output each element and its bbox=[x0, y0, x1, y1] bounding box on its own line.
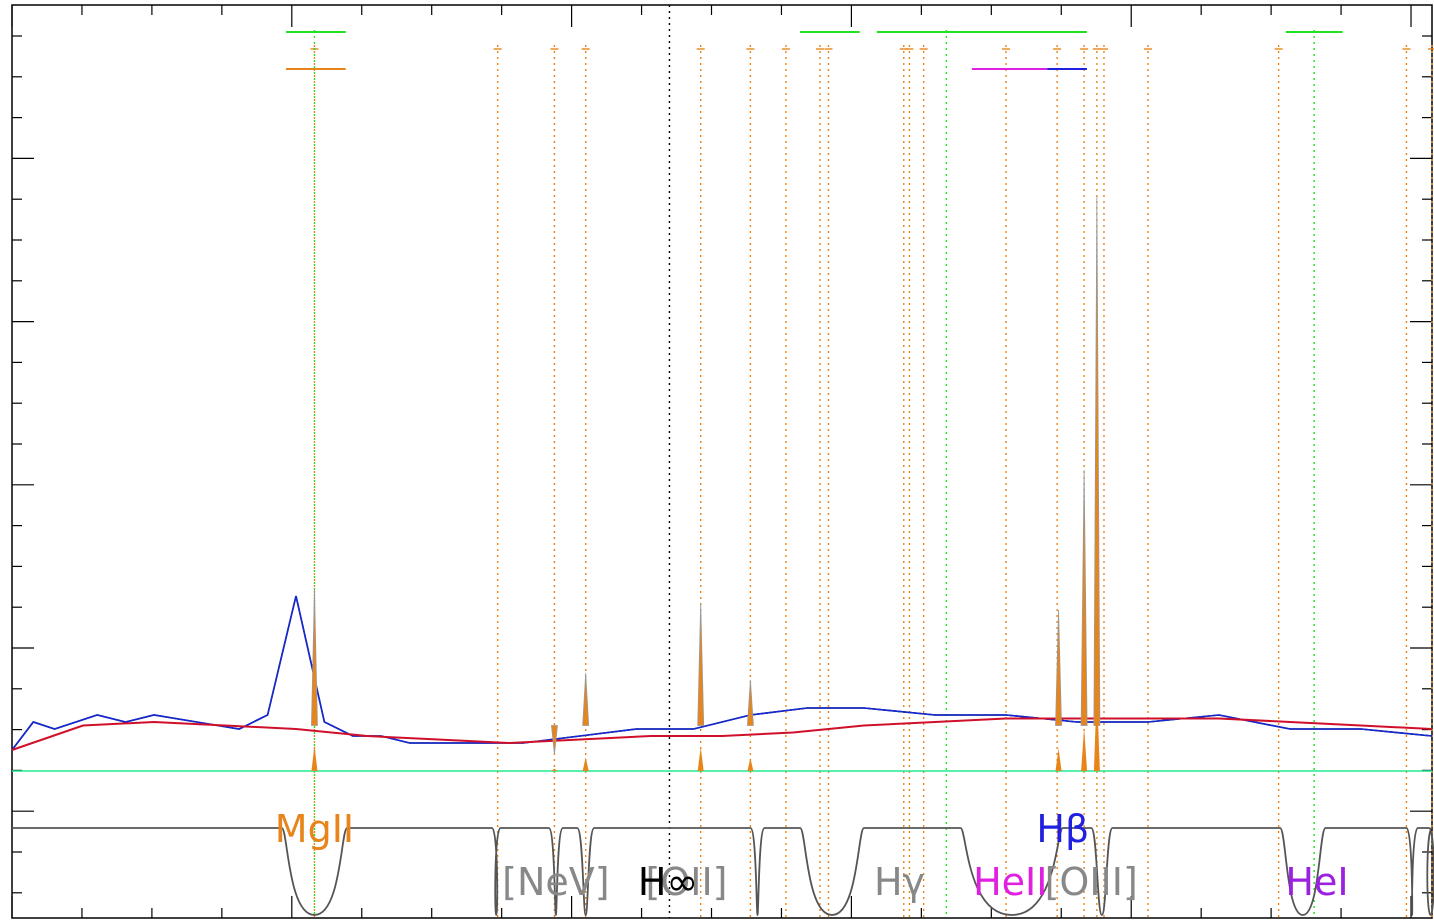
line-label: H∞ bbox=[638, 860, 698, 904]
emission-peak-component bbox=[551, 768, 558, 771]
emission-peak-component bbox=[1055, 748, 1062, 771]
line-label: MgII bbox=[275, 807, 354, 851]
emission-peak bbox=[550, 725, 558, 755]
emission-peak bbox=[1093, 196, 1101, 726]
plot-frame bbox=[11, 4, 1433, 919]
line-label: [NeV] bbox=[502, 860, 609, 904]
emission-peak bbox=[697, 602, 705, 726]
line-label: HeI bbox=[1285, 860, 1348, 904]
emission-peak-component bbox=[747, 758, 754, 771]
emission-peak-component bbox=[311, 745, 318, 771]
line-label: Hγ bbox=[874, 860, 925, 904]
emission-peak bbox=[582, 672, 590, 726]
series-model bbox=[11, 595, 1433, 751]
emission-peak-component bbox=[1081, 728, 1088, 771]
line-label: [OIII] bbox=[1045, 860, 1138, 904]
line-label: HeII bbox=[973, 860, 1047, 904]
emission-peak-component bbox=[697, 747, 704, 771]
emission-peak-component bbox=[1093, 689, 1100, 771]
series-continuum bbox=[11, 717, 1433, 751]
fit-mask-curve bbox=[12, 827, 1434, 916]
emission-peak-component bbox=[582, 757, 589, 771]
line-label: [OII] bbox=[646, 860, 728, 904]
emission-peak bbox=[1080, 469, 1088, 726]
line-label: Hβ bbox=[1036, 807, 1089, 851]
emission-peak bbox=[1055, 609, 1062, 726]
emission-peak bbox=[311, 588, 318, 726]
emission-peak bbox=[746, 679, 754, 726]
